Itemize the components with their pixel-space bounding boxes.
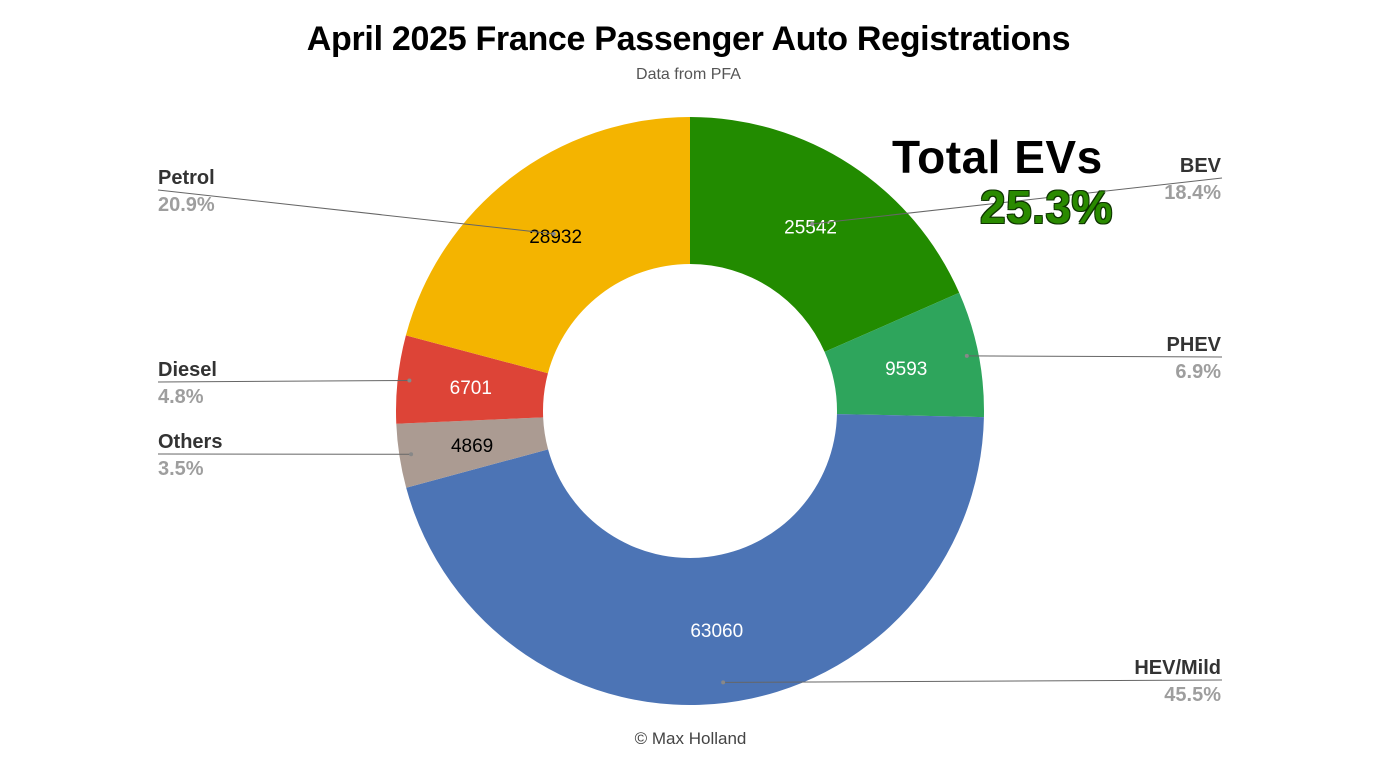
slice-hev-mild [406, 414, 984, 706]
leader-line-phev [966, 355, 1223, 358]
donut-slices [396, 117, 985, 706]
category-labels: BEV 18.4% PHEV 6.9% HEV/Mild 45.5% Others 3.5% D… [158, 155, 1222, 706]
leader-line-bev [812, 177, 1223, 225]
category-label-others: Others [158, 431, 222, 453]
leader-dot-phev [964, 353, 969, 358]
leader-dot-petrol [551, 231, 556, 236]
value-label-petrol: 28932 [529, 227, 582, 248]
slice-phev [824, 292, 985, 418]
value-label-phev: 9593 [885, 359, 927, 380]
slice-diesel [396, 335, 548, 424]
leader-line-hev-mild [723, 679, 1223, 683]
leader-lines [157, 177, 1223, 685]
value-label-bev: 25542 [784, 217, 837, 238]
category-label-hev-mild: HEV/Mild [1134, 657, 1221, 679]
leader-dot-bev [810, 221, 815, 226]
leader-dot-others [409, 452, 414, 457]
value-label-others: 4869 [451, 436, 493, 457]
percent-label-phev: 6.9% [1175, 361, 1221, 383]
chart-subtitle: Data from PFA [636, 66, 741, 83]
percent-label-petrol: 20.9% [158, 194, 215, 216]
slice-others [396, 417, 549, 488]
leader-line-petrol [157, 189, 554, 235]
slice-bev [690, 117, 960, 352]
category-label-bev: BEV [1180, 155, 1222, 177]
copyright-credit: © Max Holland [634, 729, 747, 748]
category-label-phev: PHEV [1167, 334, 1222, 356]
total-evs-label: Total EVs [892, 131, 1103, 183]
percent-label-hev-mild: 45.5% [1164, 684, 1221, 706]
value-labels: 25542 9593 63060 4869 6701 28932 [450, 217, 928, 641]
category-label-petrol: Petrol [158, 167, 215, 189]
percent-label-others: 3.5% [158, 458, 204, 480]
percent-label-diesel: 4.8% [158, 386, 204, 408]
leader-dot-hev-mild [721, 680, 726, 685]
category-label-diesel: Diesel [158, 359, 217, 381]
chart-title: April 2025 France Passenger Auto Registr… [306, 20, 1071, 58]
value-label-hev-mild: 63060 [690, 621, 743, 642]
leader-line-diesel [157, 379, 410, 383]
leader-dot-diesel [407, 378, 412, 383]
total-evs-value: 25.3% [980, 181, 1113, 233]
percent-label-bev: 18.4% [1164, 182, 1221, 204]
value-label-diesel: 6701 [450, 378, 492, 399]
slice-petrol [405, 117, 690, 374]
